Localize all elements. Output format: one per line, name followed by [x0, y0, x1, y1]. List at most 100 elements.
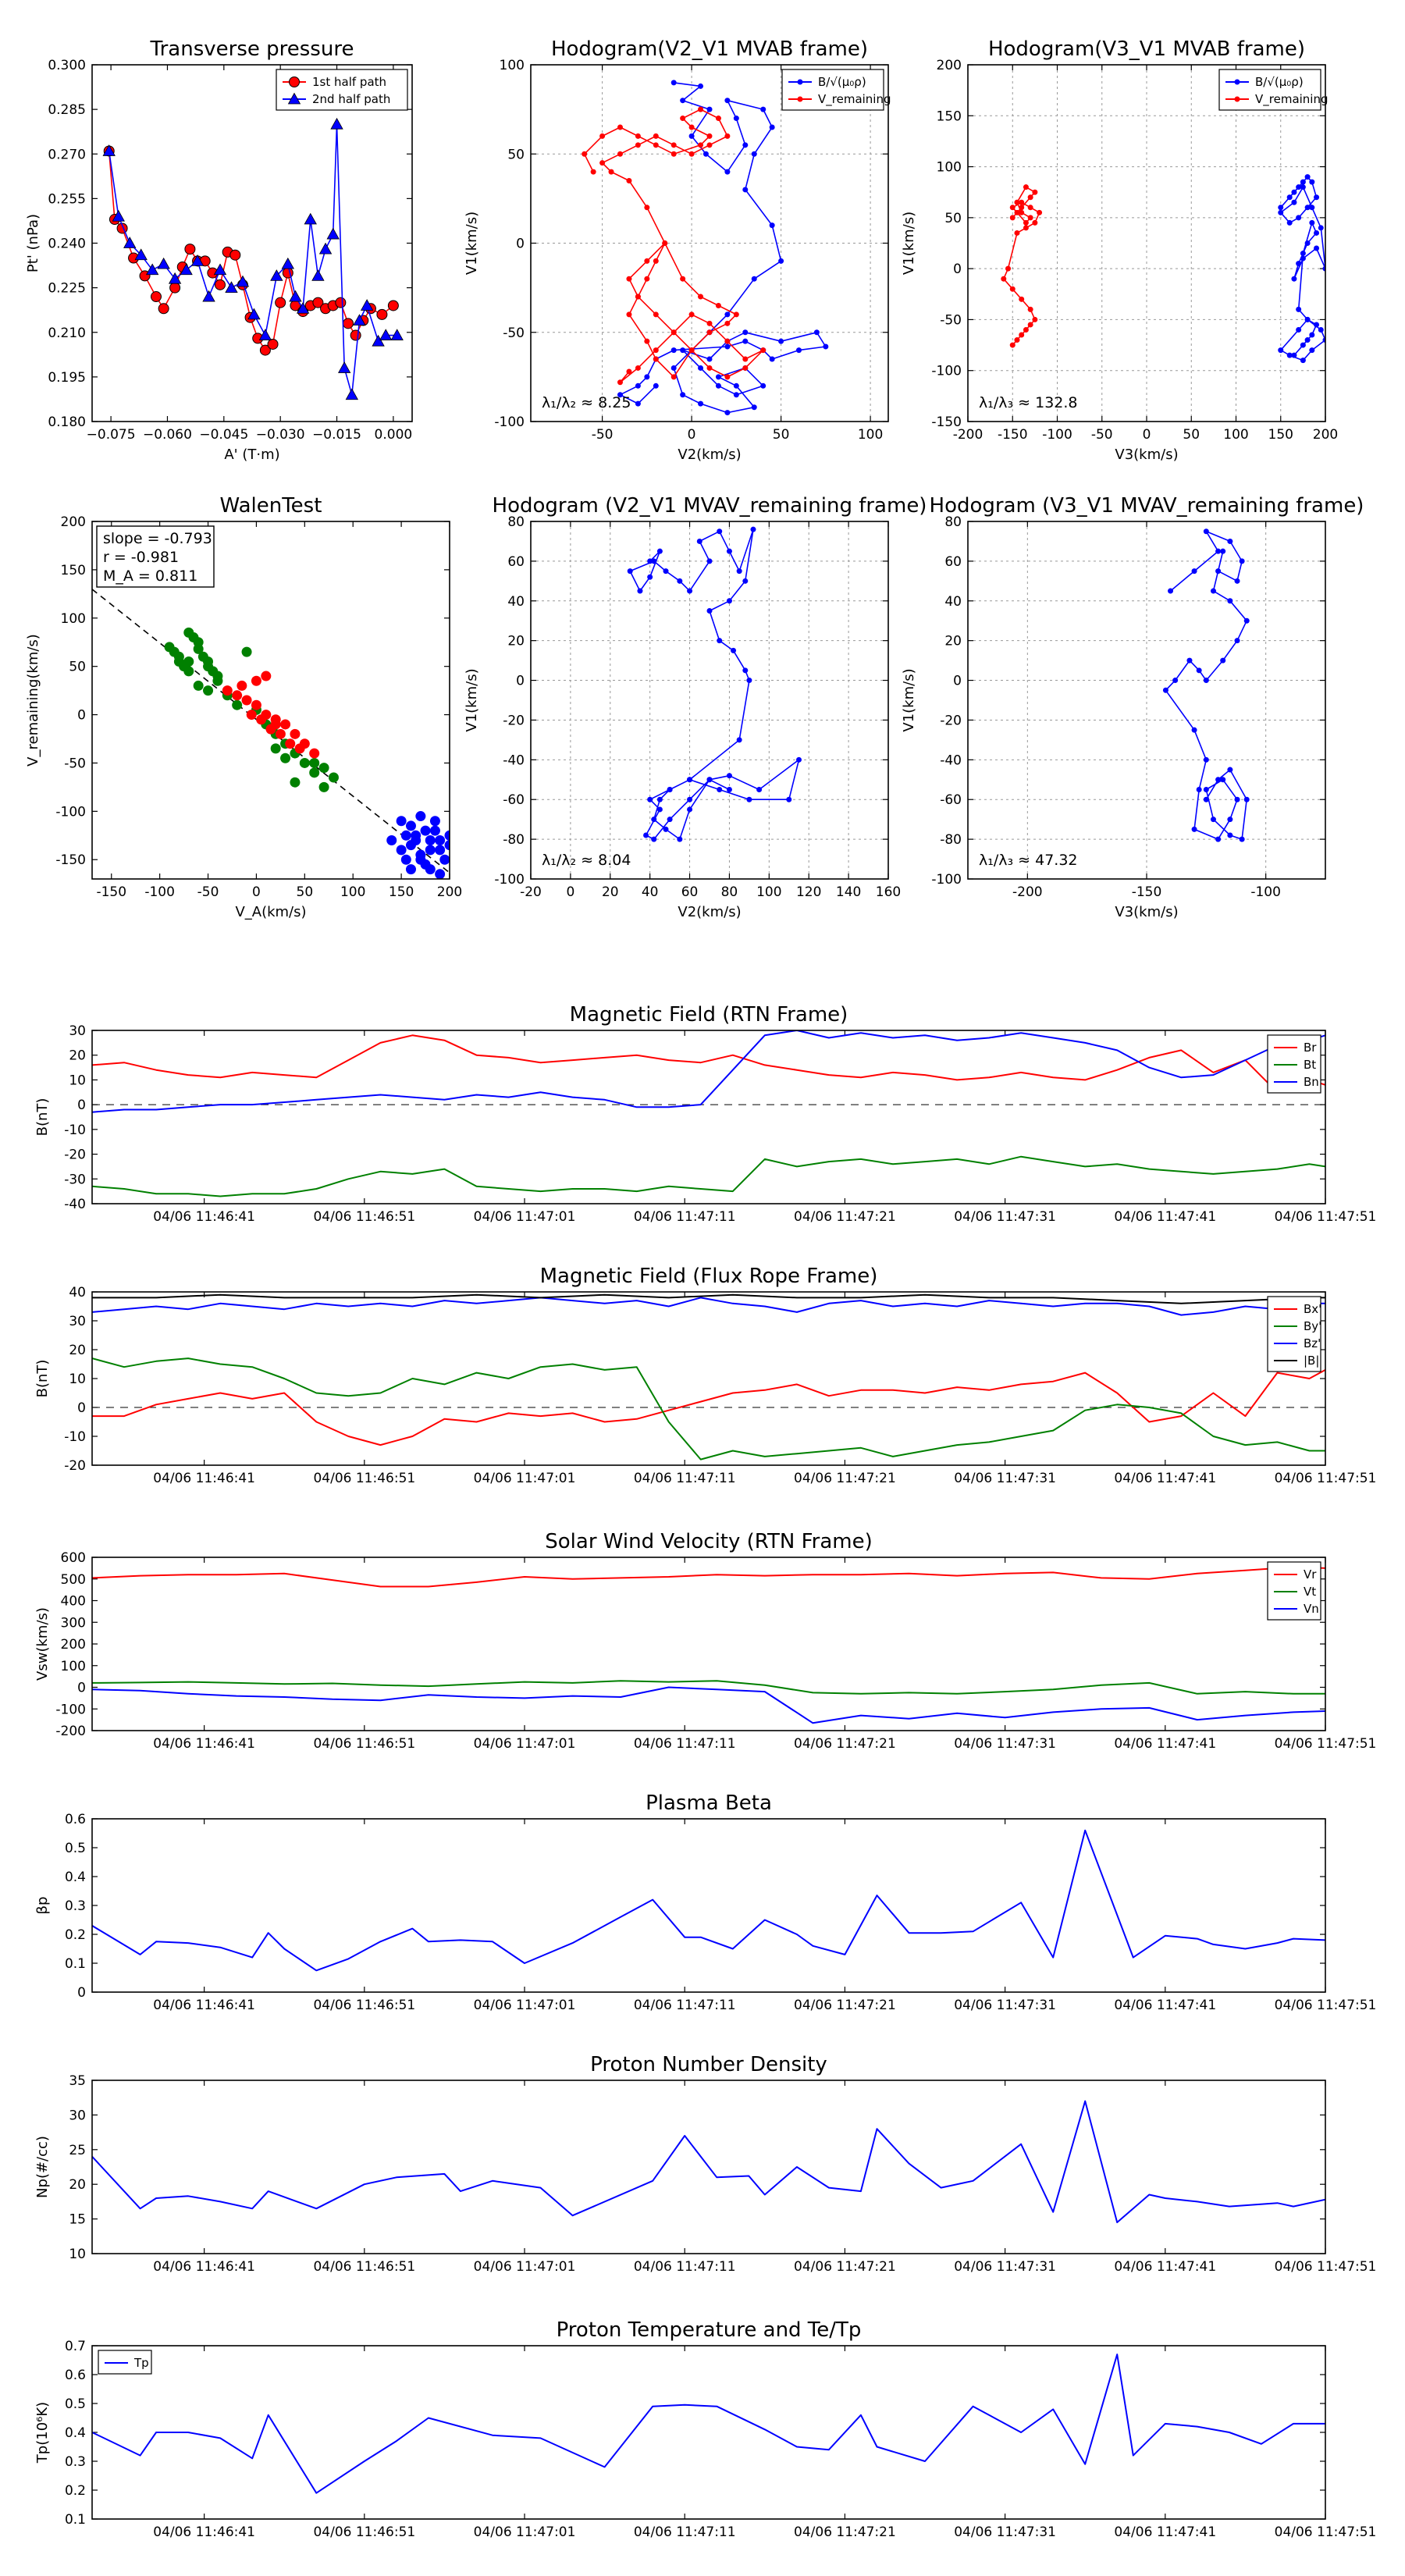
data-point [309, 767, 320, 778]
data-point [275, 297, 286, 308]
x-tick-label: 04/06 11:47:11 [634, 2524, 736, 2540]
data-point [1191, 568, 1197, 575]
data-point [415, 811, 426, 822]
y-tick-label: -30 [64, 1172, 86, 1187]
x-tick-label: 04/06 11:47:21 [794, 1736, 896, 1752]
data-point [653, 311, 659, 318]
data-point [724, 374, 731, 380]
legend-label: Vr [1304, 1567, 1317, 1582]
data-point [396, 845, 407, 856]
data-point [733, 392, 739, 398]
series-line-bt [92, 1155, 1325, 1197]
chart-mag_fluxrope: Magnetic Field (Flux Rope Frame) -20 -10 0 1… [34, 1265, 1376, 1486]
data-point [1196, 667, 1202, 674]
data-point [742, 578, 749, 584]
data-point [328, 772, 339, 783]
data-point [1019, 199, 1025, 205]
data-point [1014, 229, 1020, 236]
data-point [717, 528, 723, 535]
x-tick-label: 50 [773, 427, 790, 443]
data-point [670, 80, 677, 86]
data-point [1014, 209, 1020, 215]
data-point [285, 738, 296, 749]
x-tick-label: 04/06 11:46:51 [313, 1209, 415, 1225]
data-point [1322, 337, 1325, 343]
data-point [299, 757, 310, 768]
data-point [1032, 316, 1038, 322]
data-point [687, 796, 693, 802]
y-tick-label: 150 [61, 563, 86, 578]
y-tick-label: 20 [69, 1343, 86, 1358]
y-tick-label: -100 [931, 872, 962, 888]
y-tick-label: 200 [61, 514, 86, 530]
data-point [1304, 316, 1311, 322]
legend-label: Vt [1304, 1585, 1316, 1599]
y-axis-label: V_remaining(km/s) [25, 634, 41, 767]
chart-title: Magnetic Field (Flux Rope Frame) [540, 1265, 878, 1288]
x-tick-label: -200 [953, 427, 984, 443]
x-tick-label: 04/06 11:46:41 [153, 1998, 255, 2013]
stats-line: M_A = 0.811 [103, 568, 197, 585]
data-point [270, 743, 281, 754]
data-point [1019, 332, 1025, 338]
data-point [1296, 326, 1302, 333]
x-tick-label: -20 [520, 884, 542, 900]
data-point [420, 825, 431, 836]
data-point [400, 830, 411, 841]
x-tick-label: 04/06 11:47:41 [1114, 1736, 1216, 1752]
stats-line: slope = -0.793 [103, 530, 212, 547]
data-point [112, 209, 125, 222]
x-tick-label: 04/06 11:46:51 [313, 1998, 415, 2013]
legend-label: By' [1304, 1319, 1321, 1333]
data-point [1227, 767, 1233, 773]
data-point [617, 379, 623, 386]
y-tick-label: 0 [77, 1400, 86, 1416]
data-point [193, 680, 204, 691]
data-point [282, 267, 293, 279]
data-point [651, 817, 657, 823]
eigenvalue-ratio-annotation: λ₁/λ₂ ≈ 8.04 [542, 852, 631, 869]
y-tick-label: 40 [69, 1285, 86, 1300]
data-point [736, 737, 742, 743]
data-point [1309, 347, 1315, 354]
data-point [1215, 568, 1222, 575]
y-tick-label: 0.300 [48, 58, 86, 73]
data-point [157, 257, 170, 269]
x-tick-label: 04/06 11:47:31 [954, 1209, 1056, 1225]
plot-area [1001, 174, 1325, 364]
legend-label: B/√(μ₀ρ) [1255, 75, 1304, 89]
data-point [429, 825, 440, 836]
y-tick-label: -100 [494, 415, 525, 430]
x-axis-label: V3(km/s) [1115, 904, 1178, 920]
data-point [270, 719, 281, 730]
chart-plasma_beta: Plasma Beta 0 0.1 0.2 0.3 0.4 0.5 0.6 04/06 11:4… [34, 1791, 1376, 2013]
data-point [1300, 255, 1306, 262]
data-point [337, 361, 351, 373]
y-tick-label: 60 [507, 554, 525, 570]
data-point [715, 382, 721, 389]
data-point [251, 699, 261, 710]
data-point [1220, 548, 1226, 554]
y-tick-label: 0.3 [65, 2454, 86, 2470]
chart-transverse_pressure: Transverse pressure 0.180 0.195 0.210 0.225 0… [25, 37, 413, 463]
data-point [1309, 332, 1315, 338]
data-point [742, 356, 749, 362]
chart-title: Hodogram(V2_V1 MVAB frame) [551, 37, 868, 61]
data-point [823, 343, 829, 350]
y-tick-label: -150 [931, 415, 962, 430]
legend-frame [1218, 69, 1321, 111]
x-tick-label: 04/06 11:47:11 [634, 1736, 736, 1752]
data-point [688, 124, 695, 130]
data-point [696, 538, 702, 544]
plot-area [92, 589, 450, 879]
data-point [1023, 219, 1029, 226]
data-point [706, 329, 713, 336]
data-point [715, 302, 721, 308]
plot-area [92, 1566, 1325, 1724]
x-axis-label: V3(km/s) [1115, 447, 1178, 463]
x-axis-label: A' (T·m) [224, 447, 279, 463]
data-point [193, 643, 204, 654]
y-axis-label: V1(km/s) [901, 212, 917, 275]
y-tick-label: 20 [69, 2177, 86, 2193]
data-point [400, 854, 411, 865]
